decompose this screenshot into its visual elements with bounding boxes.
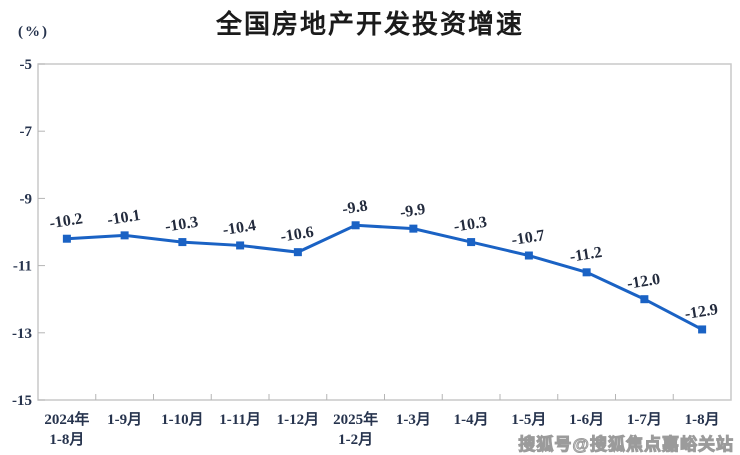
x-category-label: 1-11月 (219, 411, 261, 428)
data-point-label: -12.9 (684, 301, 720, 323)
data-point-label: -9.9 (399, 201, 427, 222)
data-point-marker[interactable] (178, 238, 187, 247)
data-point-label: -9.8 (341, 197, 369, 218)
data-point-marker[interactable] (120, 231, 129, 240)
x-category-label: 1-8月 (685, 411, 720, 428)
y-tick-label: -5 (20, 57, 33, 73)
x-category-label: 1-4月 (454, 411, 489, 428)
data-point-marker[interactable] (640, 295, 649, 304)
y-tick-label: -15 (12, 393, 32, 409)
data-point-marker[interactable] (236, 241, 245, 250)
data-point-marker[interactable] (293, 248, 302, 257)
x-category-label: 1-6月 (569, 411, 604, 428)
data-point-marker[interactable] (62, 234, 71, 243)
data-point-marker[interactable] (467, 238, 476, 247)
x-category-label: 1-10月 (161, 411, 204, 428)
data-point-label: -10.4 (222, 217, 258, 239)
chart-title: 全国房地产开发投资增速 (215, 9, 524, 39)
data-point-marker[interactable] (409, 224, 418, 233)
x-category-label: 1-5月 (511, 411, 546, 428)
y-tick-label: -11 (13, 259, 32, 275)
x-category-label: 1-12月 (277, 411, 320, 428)
x-category-label: 2025年 (333, 410, 378, 428)
data-point-marker[interactable] (698, 325, 707, 334)
x-category-label: 1-7月 (627, 411, 662, 428)
y-tick-label: -7 (20, 124, 33, 140)
x-category-label: 1-2月 (338, 431, 373, 448)
data-line (66, 223, 703, 331)
data-point-label: -10.3 (164, 214, 200, 236)
data-point-marker[interactable] (351, 221, 360, 230)
data-point-marker[interactable] (524, 251, 533, 260)
data-point-label: -10.1 (106, 207, 142, 229)
x-category-label: 1-9月 (107, 411, 142, 428)
y-tick-label: -13 (12, 326, 32, 342)
watermark-text: 搜狐号@搜狐焦点嘉峪关站 (518, 435, 734, 455)
y-tick-label: -9 (20, 191, 33, 207)
x-category-label: 2024年 (44, 410, 89, 428)
data-point-label: -10.7 (510, 227, 546, 249)
plot-border (37, 63, 732, 401)
data-point-label: -10.6 (279, 224, 315, 246)
data-point-label: -12.0 (626, 271, 662, 293)
data-point-marker[interactable] (582, 268, 591, 277)
y-axis-unit-label: (%) (18, 24, 49, 40)
x-category-label: 1-3月 (396, 411, 431, 428)
data-point-label: -10.2 (48, 210, 84, 232)
x-category-label: 1-8月 (49, 431, 84, 448)
data-point-label: -11.2 (569, 244, 604, 266)
data-point-label: -10.3 (453, 214, 489, 236)
